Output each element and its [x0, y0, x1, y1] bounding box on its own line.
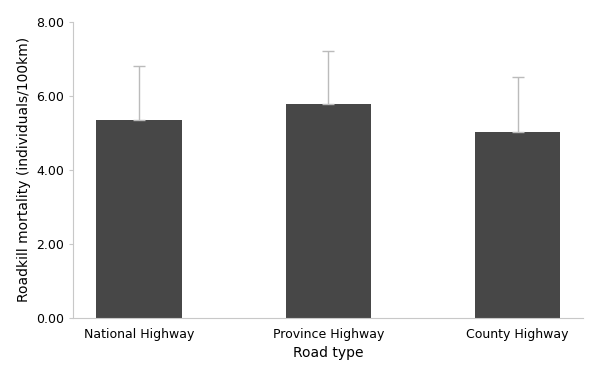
X-axis label: Road type: Road type [293, 346, 364, 360]
Bar [475, 132, 560, 318]
Bar [286, 104, 371, 318]
Y-axis label: Roadkill mortality (individuals/100km): Roadkill mortality (individuals/100km) [17, 37, 31, 302]
Bar [97, 120, 182, 318]
